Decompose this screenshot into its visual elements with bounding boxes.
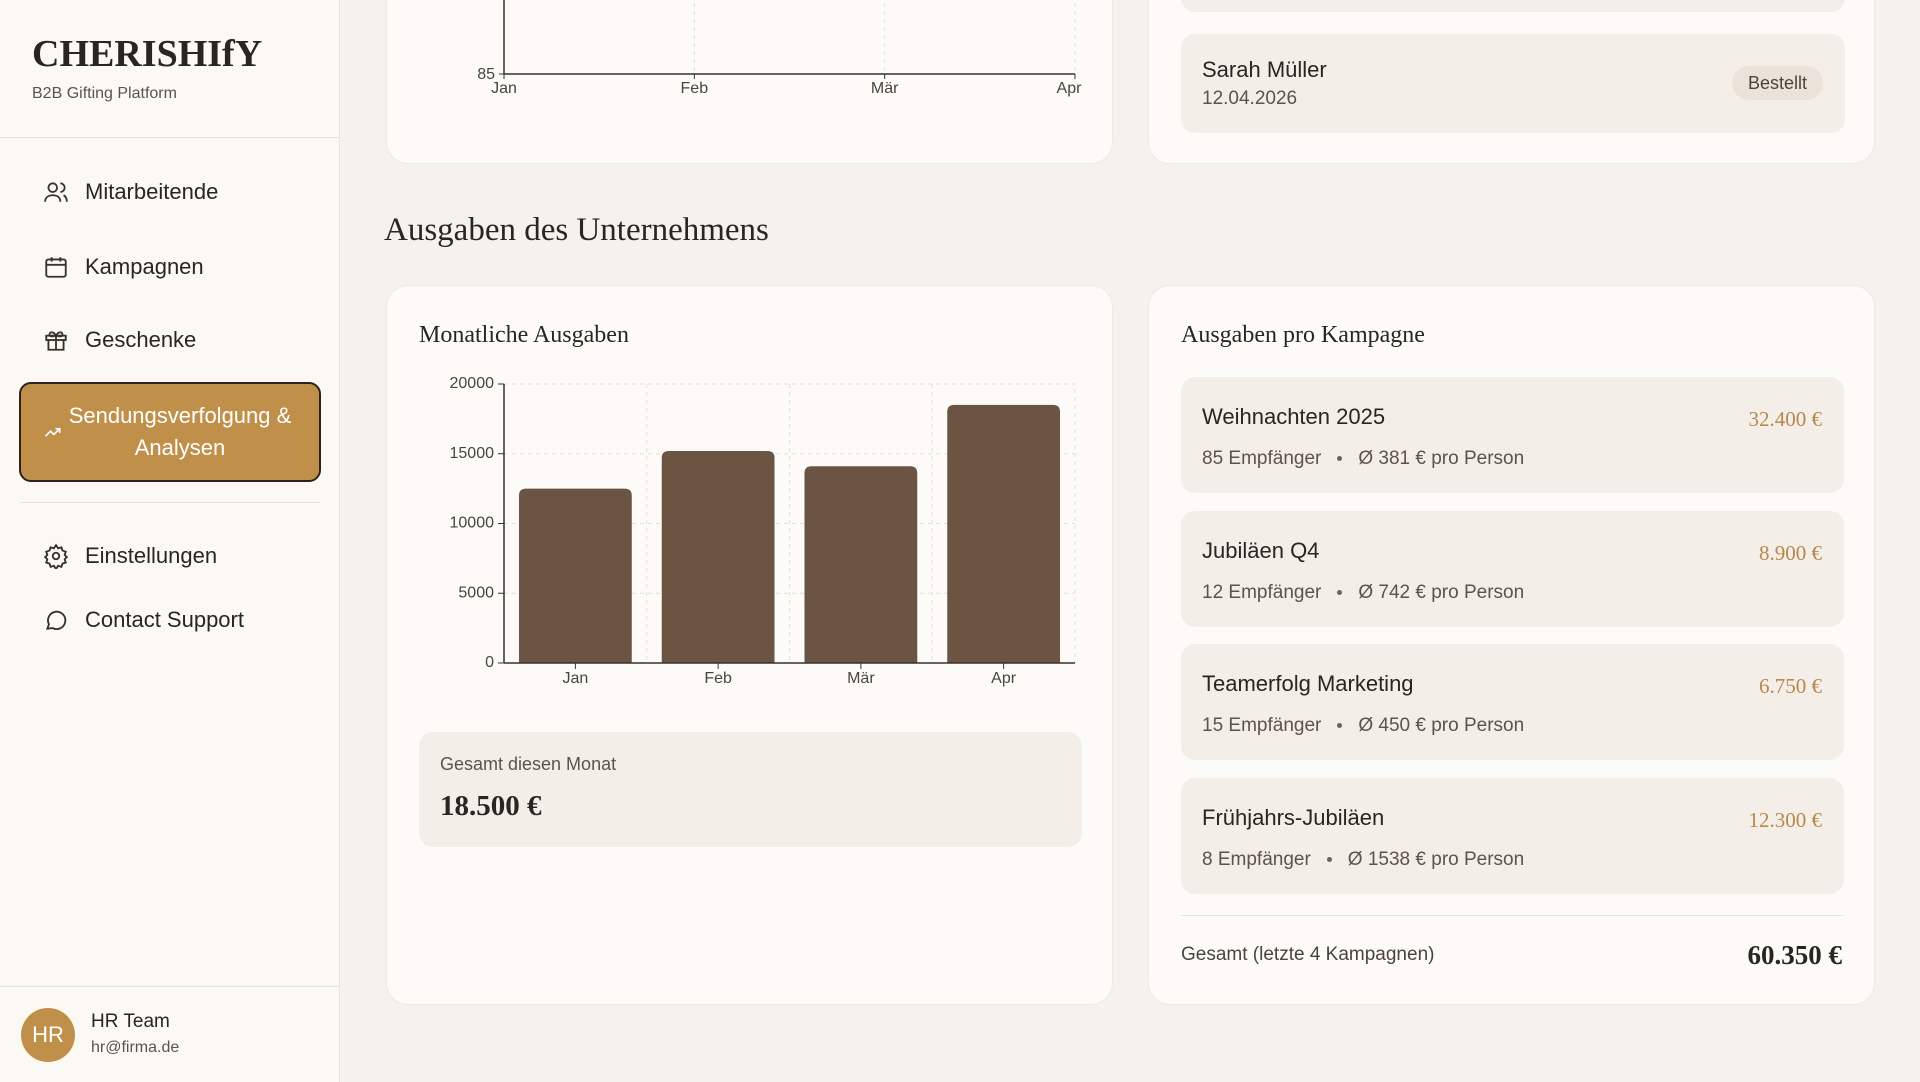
bar <box>804 466 918 663</box>
bar-chart: 0 5000 10000 15000 20000 Jan Feb Mär Apr <box>450 375 1076 687</box>
x-tick-label: Mär <box>847 670 875 687</box>
total-value: 60.350 € <box>1747 940 1843 970</box>
order-name: Sarah Müller <box>1202 57 1327 82</box>
x-tick-label: Feb <box>681 80 709 97</box>
total-label: Gesamt diesen Monat <box>440 754 617 774</box>
x-tick-label: Apr <box>991 670 1017 687</box>
x-tick-label: Jan <box>562 670 588 687</box>
nav-label: Sendungsverfolgung & Analysen <box>68 403 292 460</box>
card-title: Monatliche Ausgaben <box>419 322 629 348</box>
recipients: 15 Empfänger <box>1202 715 1322 736</box>
nav-label: Contact Support <box>85 607 244 632</box>
order-item: Sarah Müller 12.04.2026 Bestellt <box>1181 34 1845 133</box>
campaign-item: Frühjahrs-Jubiläen 12.300 € 8 Empfänger Ø 1… <box>1181 777 1844 894</box>
nav-label: Geschenke <box>85 327 197 352</box>
total-value: 18.500 € <box>440 790 542 822</box>
campaign-name: Teamerfolg Marketing <box>1202 671 1414 696</box>
campaign-amount: 8.900 € <box>1759 540 1822 565</box>
recipients: 85 Empfänger <box>1202 448 1322 469</box>
nav-item[interactable]: Einstellungen <box>20 528 321 584</box>
campaign-amount: 32.400 € <box>1748 407 1823 431</box>
card: Jan Feb Mär Apr 85 <box>386 0 1113 164</box>
y-tick-label: 5000 <box>458 584 494 601</box>
bar <box>518 488 632 663</box>
bar <box>947 404 1061 663</box>
order-date: 12.04.2026 <box>1202 88 1298 109</box>
campaign-name: Frühjahrs-Jubiläen <box>1202 804 1385 830</box>
campaign-name: Weihnachten 2025 <box>1202 404 1386 429</box>
nav-item[interactable]: Mitarbeitende <box>20 164 321 220</box>
per-person: Ø 450 € pro Person <box>1358 715 1525 736</box>
separator <box>1337 723 1343 729</box>
campaign-meta: 15 Empfänger Ø 450 € pro Person <box>1202 715 1524 737</box>
status-badge: Bestellt <box>1731 66 1823 100</box>
separator <box>1337 456 1343 462</box>
y-tick-label: 0 <box>485 654 494 671</box>
bar <box>661 450 775 663</box>
nav-item[interactable]: Kampagnen <box>20 239 321 295</box>
nav-item[interactable]: Geschenke <box>20 312 321 368</box>
y-tick-label: 20000 <box>450 375 495 392</box>
avatar: HR <box>21 1008 75 1062</box>
card: Sarah Müller 12.04.2026 Bestellt <box>1148 0 1875 164</box>
brand: CHERISHIfY <box>32 33 263 75</box>
nav-item-active[interactable]: Sendungsverfolgung & Analysen <box>19 382 321 482</box>
campaign-name: Jubiläen Q4 <box>1202 537 1320 563</box>
campaign-item: Weihnachten 2025 32.400 € 85 Empfänger Ø 38… <box>1181 377 1844 493</box>
order-item <box>1181 0 1845 12</box>
y-tick-label: 10000 <box>450 515 495 532</box>
x-tick-label: Mär <box>871 80 899 97</box>
campaign-amount: 6.750 € <box>1759 674 1822 698</box>
card: Monatliche Ausgaben 0 5000 10000 15000 20000… <box>386 285 1113 1005</box>
nav-item[interactable]: Contact Support <box>20 592 321 648</box>
y-tick-label: 85 <box>477 66 495 83</box>
sidebar: CHERISHIfY B2B Gifting Platform Mitarbei… <box>0 0 340 1082</box>
recipients: 8 Empfänger <box>1202 848 1311 870</box>
tagline: B2B Gifting Platform <box>32 85 177 102</box>
user-name: HR Team <box>91 1011 170 1032</box>
total-box: Gesamt diesen Monat 18.500 € <box>419 732 1082 847</box>
total-label: Gesamt (letzte 4 Kampagnen) <box>1181 944 1435 965</box>
separator <box>1326 856 1332 862</box>
card-title: Ausgaben pro Kampagne <box>1181 322 1425 348</box>
separator <box>1337 589 1343 595</box>
user-email: hr@firma.de <box>91 1039 180 1056</box>
nav-label: Einstellungen <box>85 543 218 568</box>
x-tick-label: Apr <box>1057 80 1083 97</box>
section-title: Ausgaben des Unternehmens <box>384 212 769 248</box>
line-chart: Jan Feb Mär Apr 85 <box>477 0 1083 97</box>
campaign-item: Jubiläen Q4 8.900 € 12 Empfänger Ø 742 € pr… <box>1181 510 1844 627</box>
nav-label: Kampagnen <box>85 254 204 279</box>
per-person: Ø 381 € pro Person <box>1358 448 1525 469</box>
campaign-meta: 85 Empfänger Ø 381 € pro Person <box>1202 448 1524 470</box>
card: Ausgaben pro Kampagne Weihnachten 2025 32… <box>1148 285 1875 1005</box>
campaign-meta: 8 Empfänger Ø 1538 € pro Person <box>1202 849 1524 871</box>
campaign-item: Teamerfolg Marketing 6.750 € 15 Empfänger Ø… <box>1181 644 1844 760</box>
per-person: Ø 1538 € pro Person <box>1347 848 1525 870</box>
per-person: Ø 742 € pro Person <box>1358 581 1525 603</box>
recipients: 12 Empfänger <box>1202 581 1322 603</box>
nav-label: Mitarbeitende <box>85 179 219 204</box>
x-tick-label: Jan <box>491 80 517 97</box>
y-tick-label: 15000 <box>450 445 495 462</box>
campaign-meta: 12 Empfänger Ø 742 € pro Person <box>1202 582 1524 604</box>
campaign-amount: 12.300 € <box>1748 807 1823 832</box>
x-tick-label: Feb <box>704 670 732 687</box>
